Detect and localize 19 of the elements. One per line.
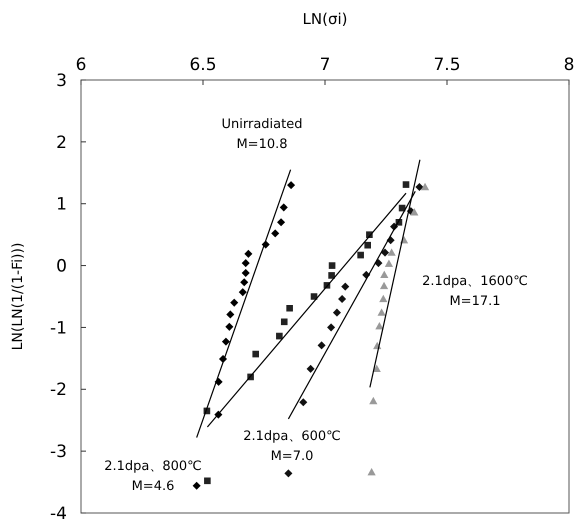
series-label: 2.1dpa、800℃ M=4.6: [104, 459, 202, 494]
x-tick-label: 6: [76, 55, 86, 75]
y-tick-label: -1: [50, 318, 67, 338]
y-tick-label: -4: [50, 504, 67, 524]
y-tick-label: -2: [50, 380, 67, 400]
x-tick-label: 8: [564, 55, 574, 75]
text: Unirradiated M=10.8: [222, 117, 302, 152]
x-tick-label: 7.5: [433, 55, 461, 75]
text: 2.1dpa、1600℃ M=17.1: [422, 274, 528, 309]
x-tick-label: 6.5: [189, 55, 217, 75]
y-tick-label: 2: [56, 132, 67, 153]
series-label: 2.1dpa、600℃ M=7.0: [243, 429, 341, 464]
y-axis-title: LN(LN(1/(1-Fi))): [10, 242, 26, 350]
y-tick-label: 3: [56, 70, 67, 91]
x-tick-label: 7: [320, 55, 330, 75]
y-tick-label: -3: [50, 442, 67, 462]
y-tick-label: 1: [56, 194, 67, 215]
y-tick-label: 0: [56, 256, 67, 277]
x-axis-title: LN(σi): [302, 10, 348, 28]
